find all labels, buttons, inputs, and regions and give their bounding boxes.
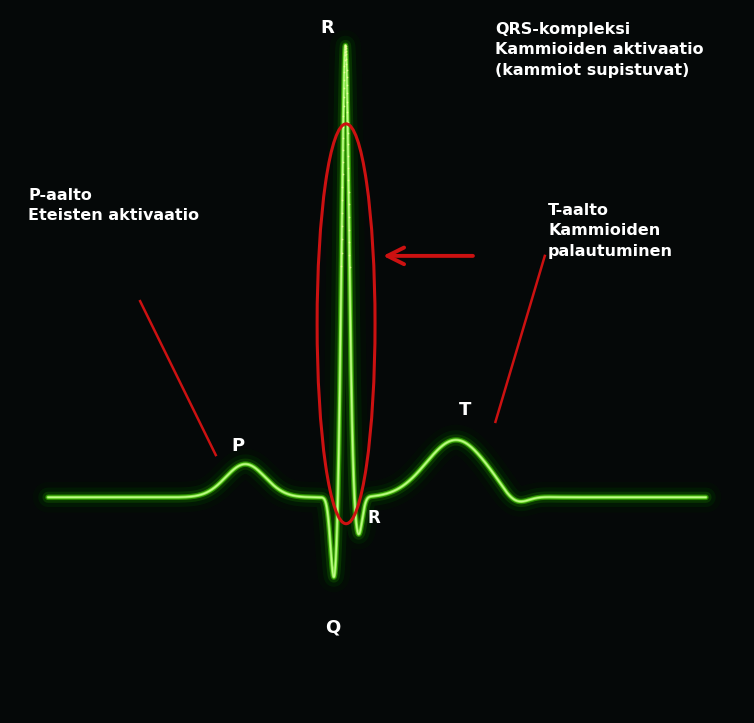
- Text: Q: Q: [325, 618, 341, 636]
- Point: [338, 74, 350, 85]
- Point: [336, 181, 348, 192]
- Text: T: T: [459, 401, 472, 419]
- Text: T-aalto
Kammioiden
palautuminen: T-aalto Kammioiden palautuminen: [548, 203, 673, 259]
- Point: [341, 87, 353, 99]
- Point: [342, 106, 354, 118]
- Point: [336, 155, 348, 167]
- Point: [342, 127, 354, 139]
- Point: [339, 40, 351, 52]
- Point: [336, 207, 348, 218]
- Point: [340, 45, 352, 56]
- Point: [343, 199, 355, 210]
- Point: [341, 79, 353, 90]
- Point: [339, 43, 351, 54]
- Point: [339, 40, 351, 51]
- Point: [341, 64, 353, 76]
- Point: [342, 187, 354, 198]
- Point: [342, 97, 354, 108]
- Text: QRS-kompleksi
Kammioiden aktivaatio
(kammiot supistuvat): QRS-kompleksi Kammioiden aktivaatio (kam…: [495, 22, 704, 78]
- Text: P: P: [231, 437, 244, 455]
- Text: R: R: [320, 19, 334, 37]
- Point: [343, 249, 355, 260]
- Point: [337, 144, 349, 155]
- Point: [342, 150, 354, 161]
- Point: [338, 90, 350, 102]
- Point: [337, 121, 349, 132]
- Text: P-aalto
Eteisten aktivaatio: P-aalto Eteisten aktivaatio: [28, 188, 199, 223]
- Point: [343, 224, 355, 236]
- Point: [338, 67, 350, 78]
- Text: R: R: [367, 510, 380, 527]
- Point: [336, 234, 348, 245]
- Point: [339, 46, 351, 57]
- Point: [336, 194, 348, 205]
- Point: [340, 48, 352, 60]
- Point: [336, 260, 348, 272]
- Point: [337, 132, 349, 144]
- Point: [336, 247, 348, 259]
- Point: [342, 162, 354, 174]
- Point: [340, 53, 352, 64]
- Point: [344, 262, 356, 273]
- Point: [343, 236, 355, 248]
- Point: [339, 54, 351, 66]
- Point: [342, 138, 354, 150]
- Point: [339, 40, 351, 52]
- Point: [342, 174, 354, 185]
- Point: [341, 59, 353, 70]
- Point: [339, 50, 351, 61]
- Point: [340, 42, 352, 54]
- Point: [343, 211, 355, 223]
- Point: [336, 221, 348, 232]
- Point: [339, 40, 351, 51]
- Point: [337, 111, 349, 122]
- Point: [336, 168, 348, 180]
- Point: [339, 60, 351, 72]
- Point: [338, 100, 350, 112]
- Point: [338, 82, 350, 93]
- Point: [341, 72, 353, 83]
- Point: [342, 116, 354, 128]
